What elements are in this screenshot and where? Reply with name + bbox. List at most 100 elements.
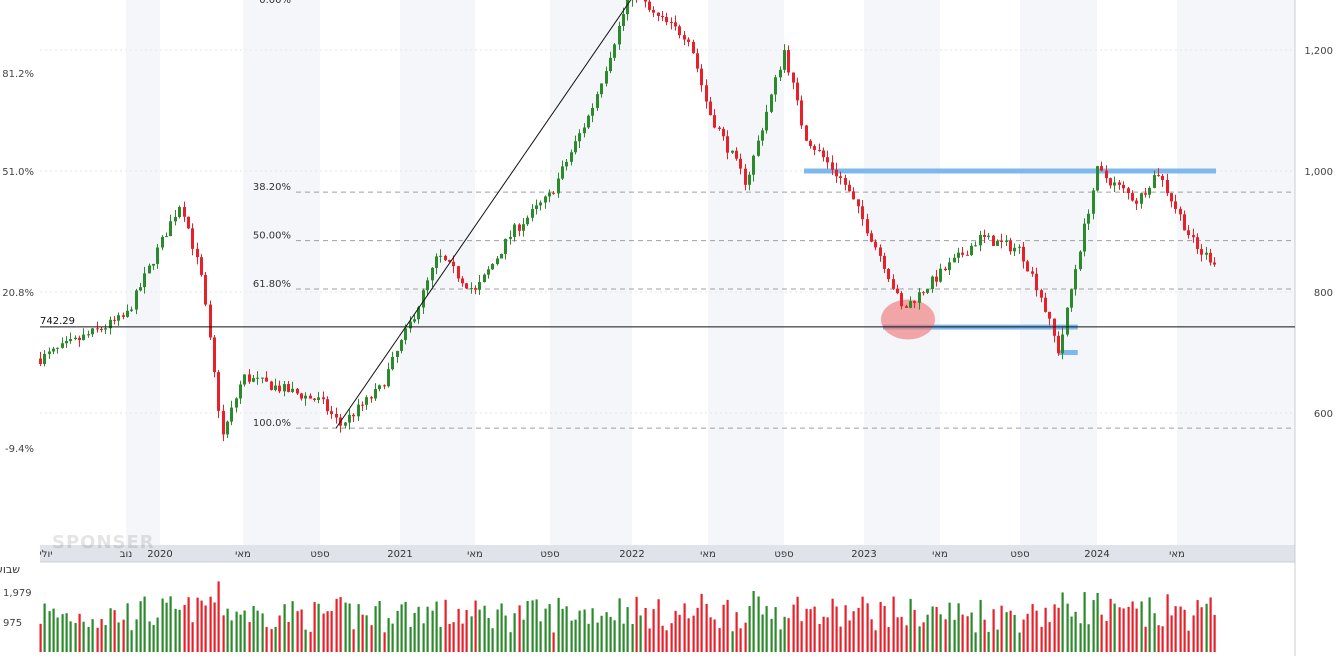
candle-body: [1100, 166, 1103, 171]
candle-body: [739, 158, 742, 169]
volume-bar: [957, 603, 960, 652]
volume-bar: [169, 596, 172, 652]
candle-body: [661, 15, 664, 17]
volume-bar: [148, 621, 151, 652]
candle-body: [1079, 251, 1082, 270]
candle-body: [983, 234, 986, 237]
y-tick-label-right: 800: [1314, 288, 1333, 299]
volume-bar: [644, 607, 647, 652]
volume-bar: [596, 622, 599, 652]
candle-body: [130, 309, 133, 311]
candle-body: [913, 301, 916, 303]
candle-body: [217, 372, 220, 411]
candle-body: [718, 127, 721, 129]
volume-bar: [757, 596, 760, 652]
candle-body: [748, 174, 751, 185]
volume-bar: [100, 619, 103, 652]
candle-body: [1031, 271, 1034, 274]
volume-bar: [256, 610, 259, 652]
volume-bar: [1135, 608, 1138, 652]
candle-body: [974, 245, 977, 247]
volume-bar: [322, 613, 325, 652]
volume-bar: [570, 620, 573, 652]
candle-body: [335, 414, 338, 418]
candle-body: [1135, 200, 1138, 204]
volume-bar: [683, 603, 686, 652]
volume-bar: [1161, 626, 1164, 652]
volume-bar: [796, 596, 799, 652]
volume-bar: [1000, 605, 1003, 652]
volume-bar: [139, 601, 142, 652]
volume-bar: [326, 611, 329, 652]
volume-bar: [491, 628, 494, 652]
volume-bar: [65, 613, 68, 652]
candle-body: [148, 265, 151, 274]
candle-body: [674, 22, 677, 27]
candle-body: [987, 235, 990, 237]
candle-body: [348, 414, 351, 423]
candle-body: [683, 35, 686, 40]
volume-bar: [243, 610, 246, 652]
volume-bar: [518, 605, 521, 652]
volume-bar: [670, 623, 673, 652]
candle-body: [948, 262, 951, 271]
candle-body: [361, 404, 364, 406]
candle-body: [813, 146, 816, 150]
candle-body: [1057, 335, 1060, 354]
candle-body: [65, 341, 68, 344]
x-tick-label: מאי: [235, 549, 251, 560]
volume-bar: [448, 623, 451, 652]
volume-bar: [278, 615, 281, 652]
trendline: [335, 0, 632, 429]
volume-bar: [457, 608, 460, 652]
volume-bar: [1131, 601, 1134, 652]
volume-bar: [1096, 592, 1099, 652]
volume-bar: [513, 613, 516, 652]
candle-body: [248, 374, 251, 382]
candle-body: [652, 9, 655, 13]
volume-bar: [374, 606, 377, 652]
volume-bar: [509, 632, 512, 652]
volume-bar: [1070, 616, 1073, 652]
volume-bar: [696, 607, 699, 652]
x-tick-label: 2023: [851, 549, 876, 560]
candle-body: [504, 238, 507, 254]
volume-bar: [705, 603, 708, 652]
candle-body: [448, 260, 451, 262]
volume-bar: [1026, 613, 1029, 652]
candle-body: [731, 150, 734, 153]
volume-bar: [1187, 630, 1190, 652]
volume-bar: [270, 629, 273, 652]
volume-bar: [539, 621, 542, 652]
candle-body: [1009, 240, 1012, 252]
volume-bar: [966, 616, 969, 652]
candle-body: [222, 410, 225, 435]
volume-bar: [731, 631, 734, 652]
candle-body: [465, 283, 468, 289]
candle-body: [291, 388, 294, 392]
candle-body: [457, 266, 460, 279]
candle-body: [583, 127, 586, 134]
candle-body: [1087, 213, 1090, 224]
candle-body: [918, 292, 921, 303]
volume-bar: [265, 627, 268, 652]
candle-body: [700, 68, 703, 86]
volume-bar: [91, 619, 94, 652]
candle-body: [409, 321, 412, 329]
volume-bar: [283, 604, 286, 652]
candle-body: [852, 191, 855, 200]
volume-bar: [48, 611, 51, 652]
candle-body: [396, 350, 399, 357]
candle-body: [1040, 290, 1043, 298]
candle-body: [709, 101, 712, 116]
candle-body: [678, 26, 681, 36]
candle-body: [522, 224, 525, 231]
candle-body: [69, 339, 72, 342]
volume-bar: [400, 604, 403, 652]
volume-bar: [96, 627, 99, 652]
volume-bar: [143, 596, 146, 652]
volume-bar: [152, 624, 155, 652]
volume-bar: [974, 632, 977, 652]
candle-body: [100, 328, 103, 330]
volume-bar: [183, 604, 186, 652]
